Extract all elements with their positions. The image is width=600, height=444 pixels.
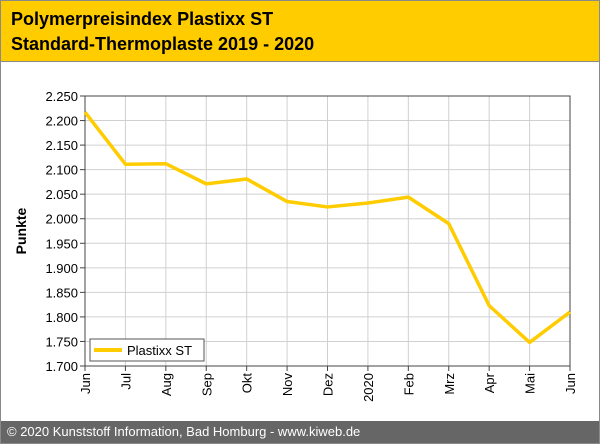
footer: © 2020 Kunststoff Information, Bad Hombu… xyxy=(1,421,599,443)
x-tick-label: Aug xyxy=(159,373,174,396)
legend-box xyxy=(89,338,205,362)
chart-title-line1: Polymerpreisindex Plastixx ST xyxy=(11,9,274,29)
y-tick-label: 2.200 xyxy=(45,114,78,129)
x-tick-label: Jun xyxy=(563,373,578,394)
y-tick-label: 2.250 xyxy=(45,89,78,104)
y-tick-label: 1.850 xyxy=(45,285,78,300)
chart-header: Polymerpreisindex Plastixx ST Standard-T… xyxy=(1,1,599,62)
x-tick-label: Dez xyxy=(321,373,336,396)
y-axis-label: Punkte xyxy=(13,207,29,254)
x-tick-label: Mai xyxy=(523,373,538,394)
y-tick-label: 1.700 xyxy=(45,359,78,374)
y-tick-label: 2.000 xyxy=(45,212,78,227)
x-tick-label: Sep xyxy=(199,373,214,396)
grid xyxy=(84,95,571,367)
x-tick-label: Feb xyxy=(401,373,416,395)
y-tick-label: 2.150 xyxy=(45,138,78,153)
x-tick-label: Jun xyxy=(78,373,93,394)
y-tick-label: 2.100 xyxy=(45,163,78,178)
legend-label: Plastixx ST xyxy=(127,343,192,358)
chart-title-line2: Standard-Thermoplaste 2019 - 2020 xyxy=(11,34,315,54)
x-tick-label: Jul xyxy=(118,373,133,390)
x-tick-label: 2020 xyxy=(361,373,376,402)
y-tick-label: 1.800 xyxy=(45,310,78,325)
legend: Plastixx ST xyxy=(89,338,205,362)
x-tick-label: Nov xyxy=(280,373,295,397)
y-tick-label: 1.900 xyxy=(45,261,78,276)
y-tick-label: 2.050 xyxy=(45,187,78,202)
y-tick-label: 1.750 xyxy=(45,334,78,349)
x-tick-label: Okt xyxy=(240,373,255,394)
series-group xyxy=(83,111,572,345)
x-tick-label: Apr xyxy=(482,372,497,393)
y-tick-label: 1.950 xyxy=(45,236,78,251)
x-axis: Jun Jul Aug Sep Okt Nov Dez 2020 Feb Mrz Apr Mai Jun xyxy=(78,366,578,402)
x-tick-label: Mrz xyxy=(442,373,457,395)
footer-text: © 2020 Kunststoff Information, Bad Hombu… xyxy=(7,424,361,439)
y-axis: 1.700 1.750 1.800 1.850 1.900 1.950 2.000 2.050… xyxy=(45,89,85,374)
